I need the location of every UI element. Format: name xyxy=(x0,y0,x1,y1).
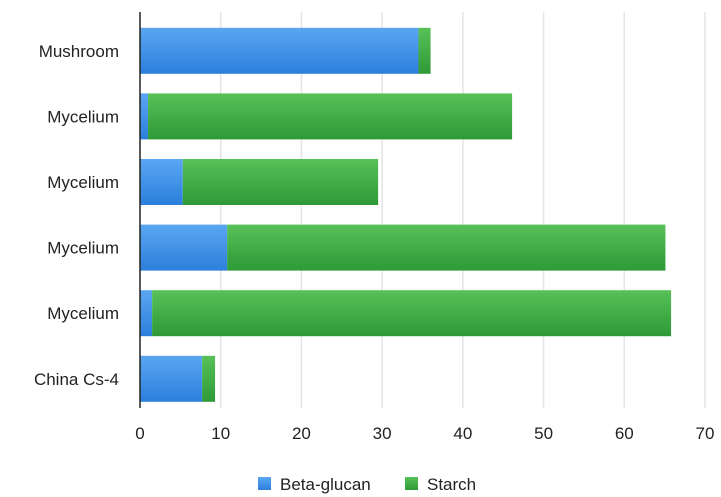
bars xyxy=(140,27,672,402)
x-tick-label-10: 10 xyxy=(211,424,230,443)
bar-beta-glucan-6 xyxy=(140,355,203,402)
category-label-6: China Cs-4 xyxy=(34,370,119,389)
x-tick-label-70: 70 xyxy=(696,424,715,443)
x-tick-label-0: 0 xyxy=(135,424,144,443)
bar-starch-1 xyxy=(418,27,431,74)
bar-beta-glucan-2 xyxy=(140,93,149,140)
category-label-4: Mycelium xyxy=(47,239,119,258)
bar-starch-3 xyxy=(182,159,379,205)
bar-beta-glucan-5 xyxy=(140,290,153,337)
category-label-1: Mushroom xyxy=(39,42,119,61)
legend: Beta-glucan Starch xyxy=(258,475,476,494)
bar-starch-2 xyxy=(148,93,513,140)
legend-swatch-starch xyxy=(405,477,418,490)
category-label-5: Mycelium xyxy=(47,304,119,323)
gridlines xyxy=(219,12,706,408)
category-label-2: Mycelium xyxy=(47,107,119,126)
x-axis-labels: 0 10 20 30 40 50 60 70 xyxy=(135,424,714,443)
category-label-3: Mycelium xyxy=(47,173,119,192)
bar-beta-glucan-1 xyxy=(140,27,419,74)
bar-starch-4 xyxy=(227,224,666,271)
x-tick-label-50: 50 xyxy=(534,424,553,443)
bar-beta-glucan-3 xyxy=(140,159,183,205)
x-tick-label-60: 60 xyxy=(615,424,634,443)
legend-label-beta-glucan: Beta-glucan xyxy=(280,475,371,494)
y-axis-labels: Mushroom Mycelium Mycelium Mycelium Mycelium… xyxy=(34,42,119,389)
bar-starch-5 xyxy=(152,290,672,337)
x-tick-label-20: 20 xyxy=(292,424,311,443)
legend-swatch-beta-glucan xyxy=(258,477,271,490)
legend-label-starch: Starch xyxy=(427,475,476,494)
x-tick-label-40: 40 xyxy=(453,424,472,443)
bar-beta-glucan-4 xyxy=(140,224,228,271)
x-tick-label-30: 30 xyxy=(373,424,392,443)
bar-starch-6 xyxy=(202,355,216,402)
